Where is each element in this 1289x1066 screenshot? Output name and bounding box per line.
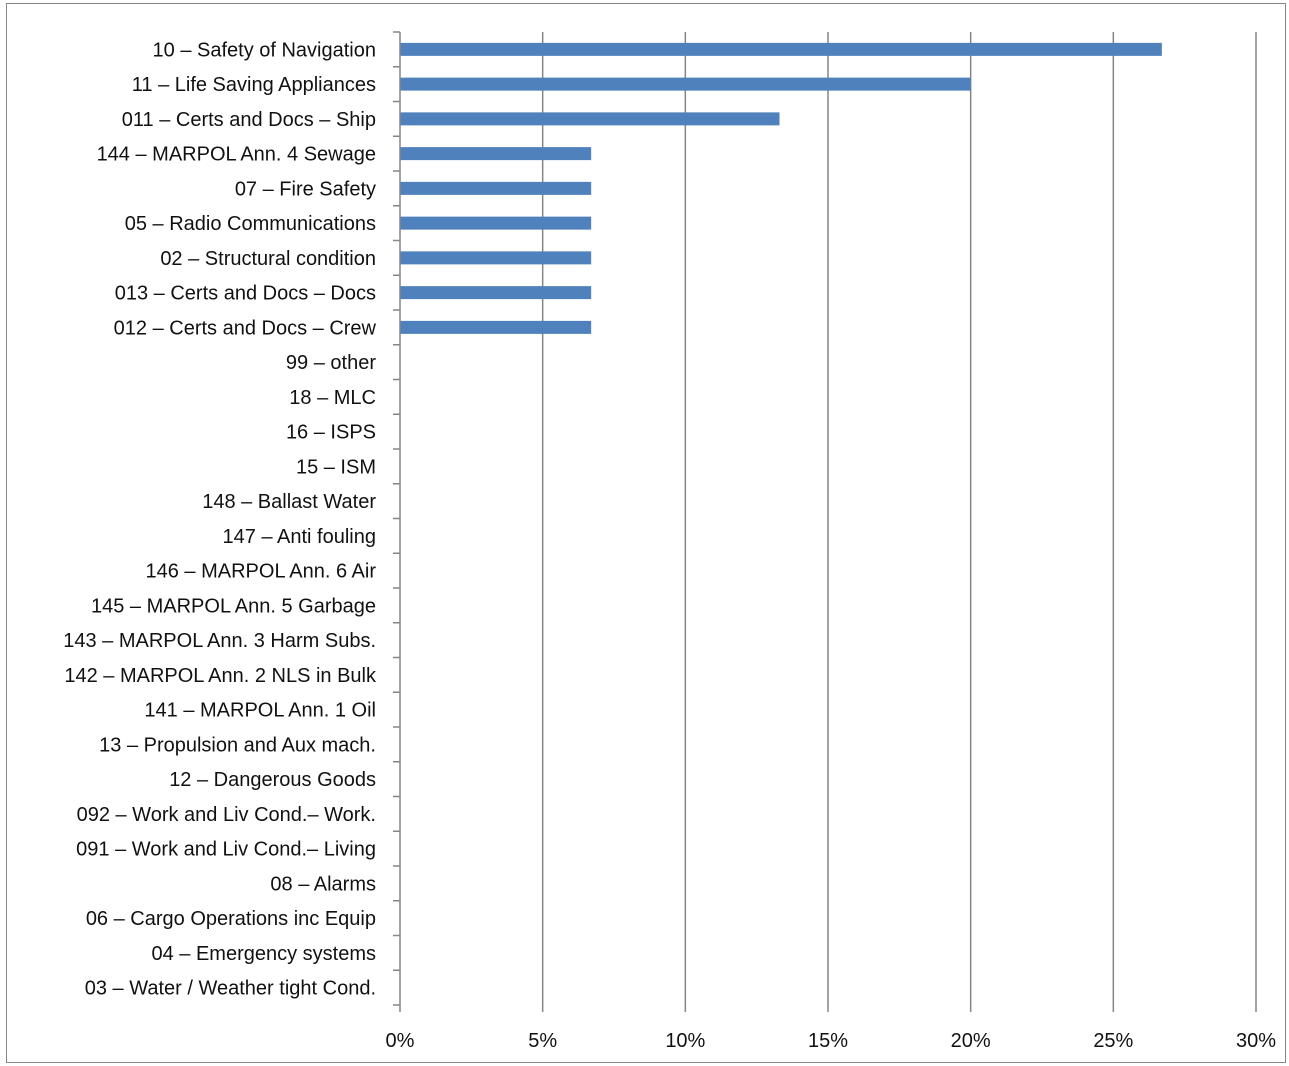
bar — [400, 147, 592, 161]
category-label: 012 – Certs and Docs – Crew — [114, 317, 377, 339]
category-label: 092 – Work and Liv Cond.– Work. — [77, 804, 376, 826]
bar — [400, 181, 592, 195]
bar — [400, 77, 971, 91]
bar — [400, 286, 592, 300]
x-tick-label: 10% — [665, 1030, 705, 1052]
category-label: 08 – Alarms — [270, 873, 376, 895]
category-label: 15 – ISM — [296, 456, 376, 478]
category-label: 07 – Fire Safety — [235, 178, 376, 200]
category-label: 143 – MARPOL Ann. 3 Harm Subs. — [63, 630, 376, 652]
x-tick-label: 15% — [808, 1030, 848, 1052]
category-label: 091 – Work and Liv Cond.– Living — [76, 839, 376, 861]
category-label: 10 – Safety of Navigation — [153, 39, 376, 61]
x-tick-label: 0% — [386, 1030, 415, 1052]
category-label: 11 – Life Saving Appliances — [132, 74, 376, 96]
bar — [400, 42, 1162, 56]
x-tick-label: 20% — [951, 1030, 991, 1052]
bar — [400, 251, 592, 265]
category-label: 148 – Ballast Water — [202, 491, 376, 513]
category-label: 147 – Anti fouling — [223, 526, 376, 548]
category-label: 03 – Water / Weather tight Cond. — [85, 978, 376, 1000]
x-tick-label: 30% — [1236, 1030, 1276, 1052]
category-label: 144 – MARPOL Ann. 4 Sewage — [97, 144, 376, 166]
chart-frame — [6, 3, 1286, 1063]
category-label: 141 – MARPOL Ann. 1 Oil — [144, 700, 376, 722]
category-label: 02 – Structural condition — [160, 248, 376, 270]
category-label: 146 – MARPOL Ann. 6 Air — [146, 561, 377, 583]
category-label: 04 – Emergency systems — [151, 943, 376, 965]
category-label: 16 – ISPS — [286, 422, 376, 444]
bar-layer — [400, 42, 1162, 334]
category-label: 99 – other — [286, 352, 376, 374]
x-tick-label: 25% — [1093, 1030, 1133, 1052]
category-label: 12 – Dangerous Goods — [169, 769, 376, 791]
axis-layer — [393, 31, 1257, 1012]
grid-layer — [541, 32, 1257, 1005]
category-label: 013 – Certs and Docs – Docs — [115, 283, 376, 305]
bar — [400, 112, 780, 126]
category-label: 05 – Radio Communications — [125, 213, 376, 235]
category-label: 011 – Certs and Docs – Ship — [122, 109, 376, 131]
category-label: 06 – Cargo Operations inc Equip — [86, 908, 376, 930]
x-tick-label: 5% — [528, 1030, 557, 1052]
bar — [400, 320, 592, 334]
label-layer: 0% 5% 10% 15% 20% 25% 30% 10 – Safety of Naviga… — [63, 39, 1276, 1052]
category-label: 18 – MLC — [289, 387, 376, 409]
category-label: 145 – MARPOL Ann. 5 Garbage — [91, 595, 376, 617]
category-label: 13 – Propulsion and Aux mach. — [99, 734, 376, 756]
category-label: 142 – MARPOL Ann. 2 NLS in Bulk — [64, 665, 377, 687]
bar — [400, 216, 592, 230]
